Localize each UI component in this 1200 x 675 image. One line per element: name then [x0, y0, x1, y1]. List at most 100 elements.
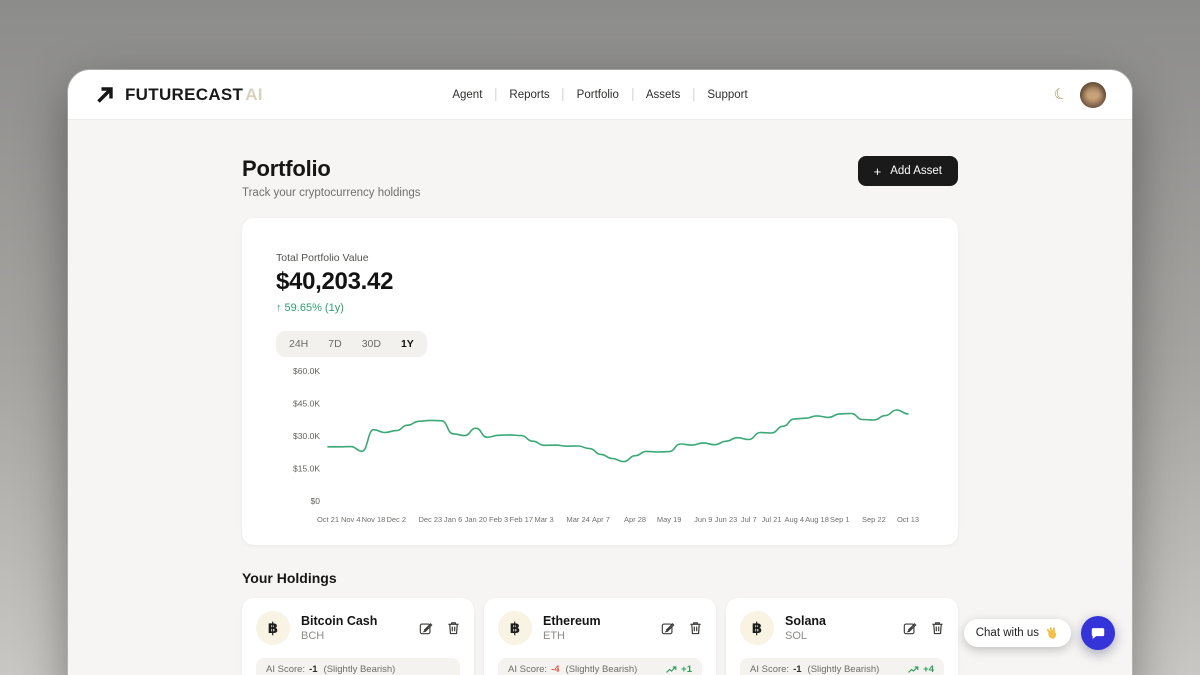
- svg-text:Dec 2: Dec 2: [386, 515, 406, 524]
- card-header: ฿ Solana SOL: [740, 611, 944, 645]
- coin-icon: ฿: [256, 611, 290, 645]
- holdings-title: Your Holdings: [242, 570, 337, 586]
- page-subtitle: Track your cryptocurrency holdings: [242, 187, 421, 199]
- chat-fab-button[interactable]: [1081, 616, 1115, 650]
- edit-icon[interactable]: [661, 621, 675, 635]
- holding-card-ethereum: ฿ Ethereum ETH: [484, 598, 716, 675]
- portfolio-chart: $60.0K $45.0K $30.0K $15.0K $0 Oct 21 Nov 4 Nov…: [276, 363, 930, 531]
- waving-hand-icon: [1046, 627, 1057, 639]
- nav-item-reports[interactable]: Reports: [509, 88, 550, 101]
- svg-text:$15.0K: $15.0K: [293, 464, 320, 474]
- holdings-cards-row: ฿ Bitcoin Cash BCH: [242, 598, 958, 675]
- total-value-amount: $40,203.42: [276, 268, 394, 295]
- add-asset-label: Add Asset: [890, 165, 942, 177]
- trend-badge: +1: [666, 664, 692, 675]
- holding-card-bitcoin-cash: ฿ Bitcoin Cash BCH: [242, 598, 474, 675]
- nav-divider: [631, 88, 633, 101]
- svg-text:Sep 1: Sep 1: [830, 515, 850, 524]
- edit-icon[interactable]: [419, 621, 433, 635]
- svg-text:Apr 28: Apr 28: [624, 515, 646, 524]
- svg-text:Apr 7: Apr 7: [592, 515, 610, 524]
- svg-text:Jun 23: Jun 23: [715, 515, 738, 524]
- brand-name: FUTURECAST: [125, 84, 244, 104]
- trending-up-icon: [908, 665, 919, 673]
- brand-suffix: AI: [245, 84, 263, 104]
- chat-label: Chat with us: [975, 627, 1039, 639]
- delete-icon[interactable]: [931, 621, 944, 635]
- nav-divider: [495, 88, 497, 101]
- total-value-label: Total Portfolio Value: [276, 252, 369, 264]
- card-header: ฿ Ethereum ETH: [498, 611, 702, 645]
- page-title: Portfolio: [242, 156, 331, 181]
- trending-up-icon: [666, 665, 677, 673]
- svg-text:Mar 3: Mar 3: [534, 515, 553, 524]
- portfolio-page: Portfolio Track your cryptocurrency hold…: [242, 120, 958, 675]
- coin-name: Solana: [785, 614, 826, 628]
- chat-bubble-icon: [1091, 628, 1105, 639]
- card-header: ฿ Bitcoin Cash BCH: [256, 611, 460, 645]
- dark-mode-toggle-moon-icon[interactable]: ☾: [1051, 84, 1070, 105]
- chat-with-us-button[interactable]: Chat with us: [963, 619, 1071, 647]
- chat-widget: Chat with us: [963, 616, 1115, 650]
- ai-score-label: AI Score:: [508, 664, 548, 675]
- brand-logo[interactable]: FUTURECAST AI: [94, 84, 263, 106]
- top-navigation-bar: FUTURECAST AI Agent Reports Portfolio As…: [68, 70, 1132, 120]
- portfolio-chart-svg: $60.0K $45.0K $30.0K $15.0K $0 Oct 21 Nov 4 Nov…: [293, 366, 919, 524]
- ai-score-row: AI Score: -1 (Slightly Bearish): [256, 658, 460, 675]
- trend-value: +4: [923, 664, 934, 675]
- plus-icon: +: [873, 163, 882, 179]
- delete-icon[interactable]: [689, 621, 702, 635]
- svg-text:$45.0K: $45.0K: [293, 399, 320, 409]
- ai-score-label: AI Score:: [750, 664, 790, 675]
- nav-item-portfolio[interactable]: Portfolio: [576, 88, 619, 101]
- portfolio-value-card: Total Portfolio Value $40,203.42 ↑ 59.65…: [242, 218, 958, 545]
- nav-item-support[interactable]: Support: [707, 88, 748, 101]
- ai-score-value: -4: [551, 664, 560, 675]
- svg-text:Nov 18: Nov 18: [362, 515, 386, 524]
- user-avatar[interactable]: [1080, 81, 1106, 108]
- add-asset-button[interactable]: + Add Asset: [857, 156, 958, 186]
- svg-text:Aug 18: Aug 18: [805, 515, 829, 524]
- time-range-tabs: 24H 7D 30D 1Y: [276, 331, 427, 357]
- nav-item-assets[interactable]: Assets: [645, 88, 681, 101]
- brand-arrow-icon: [94, 84, 116, 106]
- svg-text:Jul 7: Jul 7: [741, 515, 757, 524]
- ai-sentiment: (Slightly Bearish): [807, 664, 880, 675]
- ai-score-row: AI Score: -1 (Slightly Bearish) +4: [740, 658, 944, 675]
- svg-text:Jan 20: Jan 20: [465, 515, 488, 524]
- coin-symbol: BCH: [301, 630, 325, 642]
- main-nav: Agent Reports Portfolio Assets Support: [452, 88, 748, 101]
- coin-name: Ethereum: [543, 614, 601, 628]
- app-window: FUTURECAST AI Agent Reports Portfolio As…: [68, 70, 1132, 675]
- coin-symbol: ETH: [543, 630, 565, 642]
- delete-icon[interactable]: [447, 621, 460, 635]
- ai-sentiment: (Slightly Bearish): [565, 664, 638, 675]
- trend-badge: +4: [908, 664, 934, 675]
- svg-text:Jul 21: Jul 21: [762, 515, 782, 524]
- ai-score-value: -1: [793, 664, 802, 675]
- range-tab-24h[interactable]: 24H: [279, 334, 318, 354]
- svg-text:Dec 23: Dec 23: [418, 515, 442, 524]
- svg-text:Mar 24: Mar 24: [567, 515, 590, 524]
- svg-text:Oct 21: Oct 21: [317, 515, 339, 524]
- svg-text:$60.0K: $60.0K: [293, 366, 320, 376]
- svg-text:Jan 6: Jan 6: [444, 515, 462, 524]
- svg-text:Oct 13: Oct 13: [897, 515, 919, 524]
- nav-divider: [693, 88, 695, 101]
- coin-name: Bitcoin Cash: [301, 614, 378, 628]
- range-tab-7d[interactable]: 7D: [318, 334, 351, 354]
- svg-text:$30.0K: $30.0K: [293, 431, 320, 441]
- svg-text:Feb 17: Feb 17: [510, 515, 533, 524]
- ai-score-row: AI Score: -4 (Slightly Bearish) +1: [498, 658, 702, 675]
- ai-score-label: AI Score:: [266, 664, 306, 675]
- nav-item-agent[interactable]: Agent: [452, 88, 483, 101]
- svg-text:Feb 3: Feb 3: [489, 515, 508, 524]
- holding-card-solana: ฿ Solana SOL: [726, 598, 958, 675]
- range-tab-30d[interactable]: 30D: [352, 334, 391, 354]
- coin-icon: ฿: [498, 611, 532, 645]
- ai-score-value: -1: [309, 664, 318, 675]
- range-tab-1y[interactable]: 1Y: [391, 334, 424, 354]
- edit-icon[interactable]: [903, 621, 917, 635]
- nav-divider: [562, 88, 564, 101]
